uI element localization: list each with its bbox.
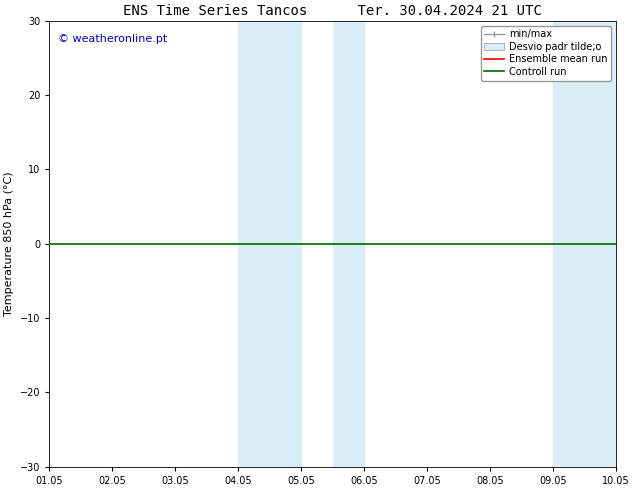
Bar [585, 21, 616, 467]
Text: © weatheronline.pt: © weatheronline.pt [58, 34, 167, 44]
Bar [238, 21, 301, 467]
Bar [553, 21, 585, 467]
Legend: min/max, Desvio padr tilde;o, Ensemble mean run, Controll run: min/max, Desvio padr tilde;o, Ensemble m… [481, 25, 611, 81]
Title: ENS Time Series Tancos      Ter. 30.04.2024 21 UTC: ENS Time Series Tancos Ter. 30.04.2024 2… [123, 4, 542, 18]
Y-axis label: Temperature 850 hPa (°C): Temperature 850 hPa (°C) [4, 172, 14, 316]
Bar [333, 21, 364, 467]
